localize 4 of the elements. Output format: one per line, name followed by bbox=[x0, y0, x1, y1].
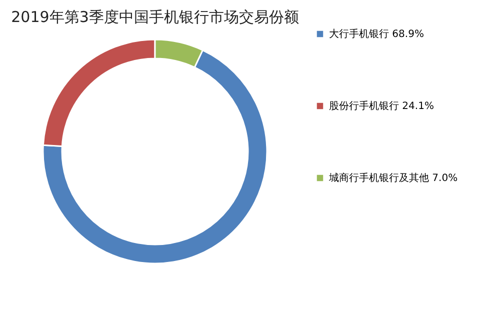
legend-label: 城商行手机银行及其他 7.0% bbox=[328, 172, 458, 184]
chart-title: 2019年第3季度中国手机银行市场交易份额 bbox=[11, 8, 299, 26]
legend-label: 大行手机银行 68.9% bbox=[329, 28, 424, 40]
legend-label: 股份行手机银行 24.1% bbox=[329, 100, 434, 112]
